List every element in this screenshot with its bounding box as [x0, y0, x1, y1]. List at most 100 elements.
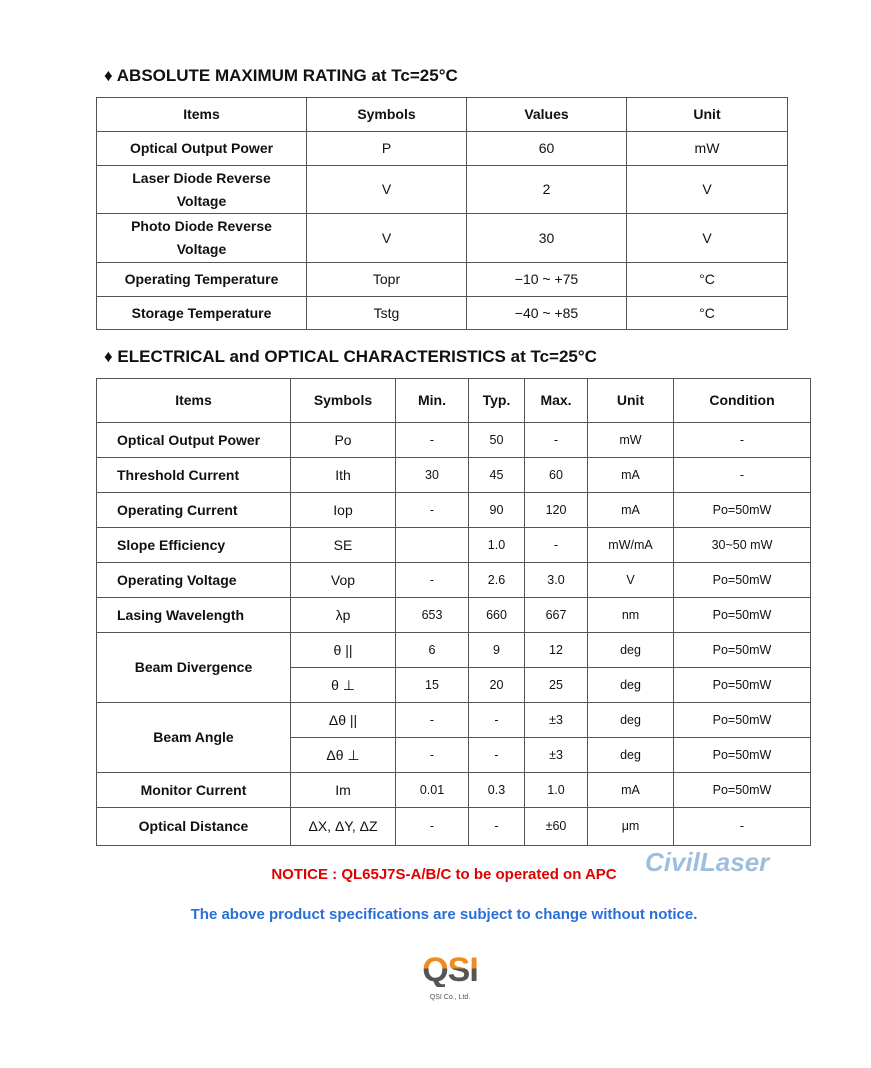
cell: 667: [524, 597, 588, 633]
cell: λp: [290, 597, 396, 633]
cell: 660: [468, 597, 525, 633]
column-header: Min.: [395, 378, 469, 423]
cell: 45: [468, 457, 525, 493]
cell: 653: [395, 597, 469, 633]
column-header: Items: [96, 378, 291, 423]
table-row: Monitor Current Im 0.01 0.3 1.0 mA Po=50mW: [96, 772, 811, 808]
cell: -: [395, 702, 469, 738]
column-header: Typ.: [468, 378, 525, 423]
cell: mA: [587, 772, 674, 808]
cell: mA: [587, 492, 674, 528]
item-name: Optical Output Power: [96, 422, 291, 458]
cell: V: [306, 213, 467, 263]
cell: 90: [468, 492, 525, 528]
item-name: Threshold Current: [96, 457, 291, 493]
cell: °C: [626, 296, 788, 330]
cell: ±60: [524, 807, 588, 846]
item-name: Beam Angle: [96, 702, 291, 773]
disclaimer: The above product specifications are sub…: [190, 906, 698, 923]
cell: 1.0: [468, 527, 525, 563]
cell: θ ||: [290, 632, 396, 668]
item-name: Operating Current: [96, 492, 291, 528]
logo-mark: QSI: [420, 953, 480, 987]
cell: -: [524, 422, 588, 458]
column-header: Condition: [673, 378, 811, 423]
table-row: θ ⊥ 15 20 25 deg Po=50mW: [97, 667, 811, 703]
cell: -: [395, 562, 469, 598]
cell: -: [673, 422, 811, 458]
cell: Po=50mW: [673, 492, 811, 528]
table-row: Operating Voltage Vop -2.6 3.0 V Po=50mW: [96, 562, 811, 598]
item-name: Operating Temperature: [96, 262, 307, 297]
table-row: Storage Temperature Tstg −40 ~ +85 °C: [96, 296, 788, 330]
cell: -: [395, 492, 469, 528]
item-name: Lasing Wavelength: [96, 597, 291, 633]
cell: Δθ ⊥: [290, 737, 396, 773]
cell: Iop: [290, 492, 396, 528]
cell: Po=50mW: [673, 667, 811, 703]
cell: 3.0: [524, 562, 588, 598]
cell: 30: [466, 213, 627, 263]
cell: mW: [626, 131, 788, 166]
cell: Po=50mW: [673, 772, 811, 808]
cell: 2: [466, 165, 627, 214]
column-header: Max.: [524, 378, 588, 423]
table-row: Threshold Current Ith 30 45 60 mA -: [96, 457, 811, 493]
cell: 0.3: [468, 772, 525, 808]
cell: μm: [587, 807, 674, 846]
cell: 1.0: [524, 772, 588, 808]
cell: Topr: [306, 262, 467, 297]
cell: Vop: [290, 562, 396, 598]
cell: ±3: [524, 702, 588, 738]
cell: 60: [524, 457, 588, 493]
cell: -: [468, 737, 525, 773]
cell: θ ⊥: [290, 667, 396, 703]
cell: 30~50 mW: [673, 527, 811, 563]
item-name: Slope Efficiency: [96, 527, 291, 563]
cell: −40 ~ +85: [466, 296, 627, 330]
table-row: Optical Output Power P 60 mW: [96, 131, 788, 166]
cell: V: [626, 165, 788, 214]
cell: -: [524, 527, 588, 563]
cell: 20: [468, 667, 525, 703]
cell: Im: [290, 772, 396, 808]
cell: 6: [395, 632, 469, 668]
column-header: Items: [96, 97, 307, 132]
table-row: Laser Diode Reverse Voltage V 2 V: [96, 165, 788, 214]
cell: V: [306, 165, 467, 214]
cell: -: [395, 422, 469, 458]
section-title-absolute-max: ♦ ABSOLUTE MAXIMUM RATING at Tc=25°C: [104, 66, 458, 85]
cell: Ith: [290, 457, 396, 493]
cell: deg: [587, 702, 674, 738]
cell: Tstg: [306, 296, 467, 330]
table-row: Optical Distance ΔX, ΔY, ΔZ - - ±60 μm -: [96, 807, 811, 846]
cell: 60: [466, 131, 627, 166]
table-row: Photo Diode Reverse Voltage V 30 V: [96, 213, 788, 263]
item-name: Photo Diode Reverse Voltage: [96, 213, 307, 263]
item-name: Optical Output Power: [96, 131, 307, 166]
cell: 9: [468, 632, 525, 668]
table-row: Beam Divergence θ || 6 9 12 deg Po=50mW: [96, 632, 811, 703]
column-header: Unit: [626, 97, 788, 132]
cell: mW/mA: [587, 527, 674, 563]
qsi-logo: QSI QSI Co., Ltd.: [420, 953, 480, 1002]
cell: Po=50mW: [673, 702, 811, 738]
column-header: Symbols: [306, 97, 467, 132]
table-row: Lasing Wavelength λp 653 660 667 nm Po=50mW: [96, 597, 811, 633]
cell: 50: [468, 422, 525, 458]
table-row: Beam Angle Δθ || - - ±3 deg Po=50mW: [96, 702, 811, 773]
cell: 12: [524, 632, 588, 668]
cell: Po=50mW: [673, 632, 811, 668]
cell: Δθ ||: [290, 702, 396, 738]
cell: deg: [587, 737, 674, 773]
cell: V: [626, 213, 788, 263]
table-row: Slope Efficiency SE 1.0- mW/mA 30~50 mW: [96, 527, 811, 563]
item-name: Laser Diode Reverse Voltage: [96, 165, 307, 214]
table-row: Optical Output Power Po -50- mW -: [96, 422, 811, 458]
cell: -: [468, 702, 525, 738]
column-header: Symbols: [290, 378, 396, 423]
cell: 25: [524, 667, 588, 703]
cell: 15: [395, 667, 469, 703]
item-name: Storage Temperature: [96, 296, 307, 330]
cell: -: [468, 807, 525, 846]
